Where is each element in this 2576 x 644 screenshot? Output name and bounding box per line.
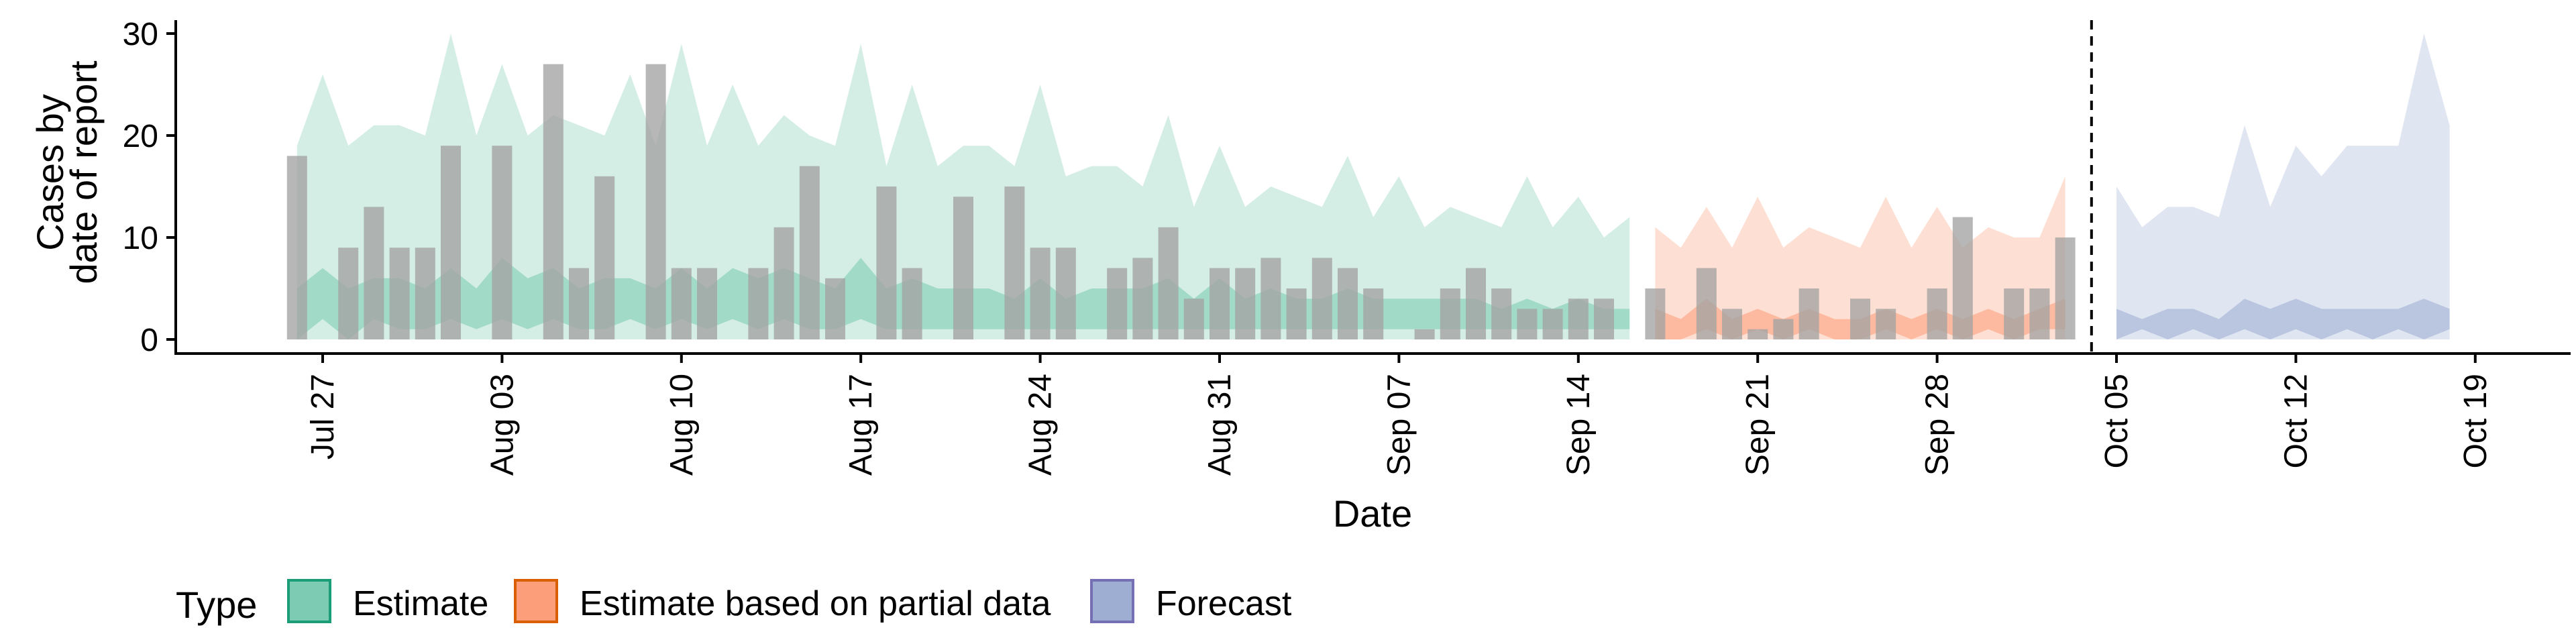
observed-bar (1799, 288, 1819, 339)
observed-bar (1363, 288, 1384, 339)
legend-label-2: Forecast (1156, 584, 1292, 623)
observed-bar (1568, 299, 1589, 339)
observed-bar (492, 146, 513, 339)
x-tick-label: Aug 03 (484, 374, 520, 476)
observed-bar (953, 197, 973, 339)
x-tick-label: Oct 12 (2278, 374, 2314, 468)
legend-label-1: Estimate based on partial data (580, 584, 1051, 623)
observed-bar (876, 186, 897, 339)
observed-bar (1260, 258, 1281, 339)
legend-swatch-0 (287, 579, 331, 623)
x-tick-label: Aug 17 (843, 374, 879, 476)
legend: Type Estimate Estimate based on partial d… (176, 579, 1292, 626)
x-tick-label: Aug 10 (664, 374, 700, 476)
observed-bar (1004, 186, 1025, 339)
observed-bar (2029, 288, 2050, 339)
x-tick-label: Aug 24 (1023, 374, 1059, 476)
x-tick-label: Oct 05 (2099, 374, 2135, 468)
observed-bar (697, 268, 717, 339)
observed-bar (1542, 309, 1563, 339)
observed-bar (1030, 248, 1051, 339)
x-tick-label: Sep 21 (1740, 374, 1776, 476)
observed-bar (1210, 268, 1230, 339)
observed-bar (338, 248, 359, 339)
x-tick-label: Aug 31 (1202, 374, 1238, 476)
ribbon-90-0 (297, 34, 1630, 339)
observed-bar (1440, 288, 1460, 339)
observed-bar (1876, 309, 1896, 339)
observed-bars (286, 64, 2076, 339)
observed-bar (569, 268, 589, 339)
x-tick-label: Sep 07 (1381, 374, 1417, 476)
observed-bar (1696, 268, 1717, 339)
observed-bar (1183, 299, 1204, 339)
x-ticks: Jul 27 Aug 03 Aug 10 Aug 17 Aug 24 Aug 31 Sep … (305, 354, 2493, 476)
observed-bar (1645, 288, 1666, 339)
observed-bar (671, 268, 692, 339)
observed-bar (1286, 288, 1307, 339)
observed-bar (543, 64, 564, 339)
x-axis-label: Date (1333, 492, 1412, 535)
observed-bar (1235, 268, 1256, 339)
observed-bar (1158, 227, 1179, 339)
observed-bar (1952, 217, 1973, 339)
observed-bar (1517, 309, 1538, 339)
y-tick-label: 20 (123, 119, 158, 154)
y-tick-label: 30 (123, 17, 158, 52)
x-tick-label: Sep 14 (1561, 374, 1597, 476)
x-tick-label: Sep 28 (1920, 374, 1955, 476)
axes: 0 10 20 30 Jul 27 Aug 03 Aug 10 Aug 17 Aug 24 Au… (123, 17, 2571, 476)
observed-bar (1107, 268, 1128, 339)
observed-bar (1594, 299, 1614, 339)
observed-bar (799, 166, 820, 339)
y-tick-label: 10 (123, 221, 158, 256)
y-ticks: 0 10 20 30 (123, 17, 176, 358)
observed-bar (441, 146, 461, 339)
legend-items: Estimate Estimate based on partial data Fo… (287, 579, 1292, 623)
legend-swatch-2 (1090, 579, 1134, 623)
observed-bar (1338, 268, 1358, 339)
observed-bar (2055, 237, 2076, 339)
ribbon-50-2 (2116, 299, 2450, 339)
observed-bar (1722, 309, 1742, 339)
observed-bar (389, 248, 410, 339)
ribbon-90-2 (2116, 34, 2450, 339)
observed-bar (2004, 288, 2025, 339)
observed-bar (902, 268, 922, 339)
observed-bar (1927, 288, 1947, 339)
y-tick-label: 0 (140, 323, 158, 358)
observed-bar (748, 268, 769, 339)
observed-bar (1055, 248, 1076, 339)
legend-title: Type (176, 584, 257, 626)
x-tick-label: Oct 19 (2458, 374, 2493, 468)
x-tick-label: Jul 27 (305, 374, 341, 460)
observed-bar (286, 156, 307, 339)
observed-bar (1466, 268, 1486, 339)
observed-bar (594, 176, 615, 339)
observed-bar (364, 207, 384, 339)
observed-bar (1491, 288, 1512, 339)
observed-bar (773, 227, 794, 339)
plot-area (286, 20, 2450, 354)
observed-bar (1132, 258, 1153, 339)
observed-bar (645, 64, 666, 339)
observed-bar (1850, 299, 1870, 339)
observed-bar (1773, 319, 1794, 339)
observed-bar (1414, 329, 1435, 339)
observed-bar (825, 278, 845, 339)
y-axis-label-line-2: date of report (62, 60, 105, 284)
legend-swatch-1 (514, 579, 558, 623)
observed-bar (1748, 329, 1768, 339)
y-axis-label-line-1: Cases by (29, 94, 71, 250)
legend-label-0: Estimate (353, 584, 488, 623)
observed-bar (415, 248, 435, 339)
observed-bar (1311, 258, 1332, 339)
